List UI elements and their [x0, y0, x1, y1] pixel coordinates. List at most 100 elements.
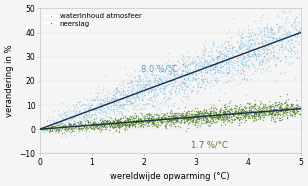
Point [193, 120, 198, 123]
Point [213, 121, 217, 124]
Point [157, 82, 162, 85]
Point [74, 114, 79, 117]
Point [97, 104, 102, 107]
Point [278, 60, 283, 63]
Point [47, 129, 52, 132]
Point [190, 86, 195, 89]
Point [113, 103, 118, 106]
Point [295, 109, 300, 112]
Point [287, 42, 292, 45]
Point [108, 98, 113, 101]
Point [78, 119, 83, 122]
Point [184, 69, 189, 72]
Point [122, 108, 127, 110]
Point [151, 89, 156, 92]
Point [249, 108, 254, 111]
Point [205, 116, 210, 119]
Point [242, 111, 247, 114]
Point [149, 117, 154, 120]
Point [235, 54, 240, 57]
Point [94, 126, 99, 129]
Point [94, 124, 99, 127]
Point [57, 120, 62, 123]
Point [276, 51, 281, 54]
Point [76, 121, 81, 124]
Point [164, 120, 169, 123]
Point [142, 90, 147, 93]
Point [213, 65, 218, 68]
Point [247, 107, 252, 110]
Point [56, 120, 61, 123]
Point [279, 109, 284, 112]
Point [119, 112, 124, 115]
Point [273, 121, 278, 124]
Point [121, 89, 126, 92]
Point [170, 64, 175, 67]
Point [141, 94, 146, 97]
Point [231, 61, 236, 64]
Point [178, 117, 183, 120]
Point [223, 117, 228, 120]
Point [172, 116, 177, 119]
Point [197, 70, 202, 73]
Point [111, 123, 116, 126]
Point [274, 37, 279, 40]
Point [146, 113, 151, 116]
Point [100, 87, 105, 90]
Point [294, 106, 299, 109]
Point [100, 105, 105, 108]
Point [136, 108, 141, 111]
Point [124, 109, 129, 112]
Point [169, 68, 174, 71]
Point [236, 52, 241, 55]
Point [233, 115, 238, 118]
Point [204, 69, 209, 72]
Point [145, 76, 150, 79]
Point [270, 31, 275, 34]
Point [130, 92, 135, 95]
Point [115, 122, 120, 125]
Point [207, 113, 212, 116]
Point [117, 100, 122, 103]
Point [292, 112, 297, 115]
Point [250, 45, 255, 48]
Point [258, 46, 263, 49]
Point [226, 119, 231, 122]
Point [192, 119, 197, 122]
Point [246, 53, 251, 56]
Point [241, 113, 246, 116]
Point [201, 43, 206, 46]
Point [197, 116, 202, 119]
Point [173, 120, 178, 123]
Point [221, 111, 226, 114]
Point [209, 117, 214, 120]
Point [192, 116, 197, 119]
Point [259, 31, 264, 34]
Point [175, 118, 180, 121]
Point [278, 102, 283, 105]
Point [256, 57, 261, 60]
Point [181, 74, 186, 77]
Point [72, 111, 77, 114]
Point [224, 61, 229, 64]
Point [191, 69, 196, 72]
Point [211, 42, 216, 45]
Point [139, 120, 144, 123]
Point [273, 100, 278, 103]
Point [240, 36, 245, 39]
Point [82, 127, 87, 130]
Point [227, 115, 232, 118]
Point [138, 90, 143, 93]
Point [165, 76, 170, 79]
Point [201, 60, 206, 63]
Point [100, 98, 105, 101]
Point [77, 101, 82, 104]
Point [91, 107, 96, 110]
Point [241, 114, 245, 117]
Point [87, 109, 92, 112]
Point [167, 119, 172, 122]
Point [253, 53, 257, 56]
Point [180, 58, 185, 61]
Point [216, 115, 221, 118]
Point [204, 64, 209, 67]
